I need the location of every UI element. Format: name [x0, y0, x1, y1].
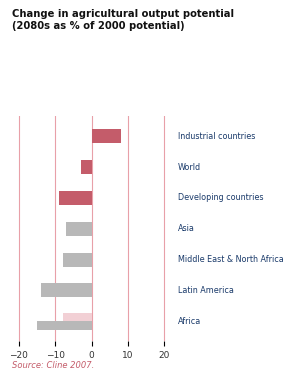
Bar — [66, 222, 92, 236]
Bar — [41, 284, 92, 297]
Text: Change in agricultural output potential: Change in agricultural output potential — [12, 9, 234, 20]
Text: Source: Cline 2007.: Source: Cline 2007. — [12, 362, 94, 370]
Text: Middle East & North Africa: Middle East & North Africa — [178, 255, 283, 264]
Bar — [37, 321, 92, 330]
Text: Latin America: Latin America — [178, 286, 233, 295]
Text: Asia: Asia — [178, 224, 194, 233]
Bar — [63, 253, 92, 267]
Text: Industrial countries: Industrial countries — [178, 132, 255, 141]
Text: Developing countries: Developing countries — [178, 194, 263, 202]
Bar — [63, 313, 92, 321]
Text: Africa: Africa — [178, 317, 201, 326]
Text: (2080s as % of 2000 potential): (2080s as % of 2000 potential) — [12, 21, 184, 31]
Bar — [81, 160, 92, 174]
Bar — [92, 129, 121, 143]
Bar — [59, 191, 92, 205]
Text: World: World — [178, 163, 200, 172]
